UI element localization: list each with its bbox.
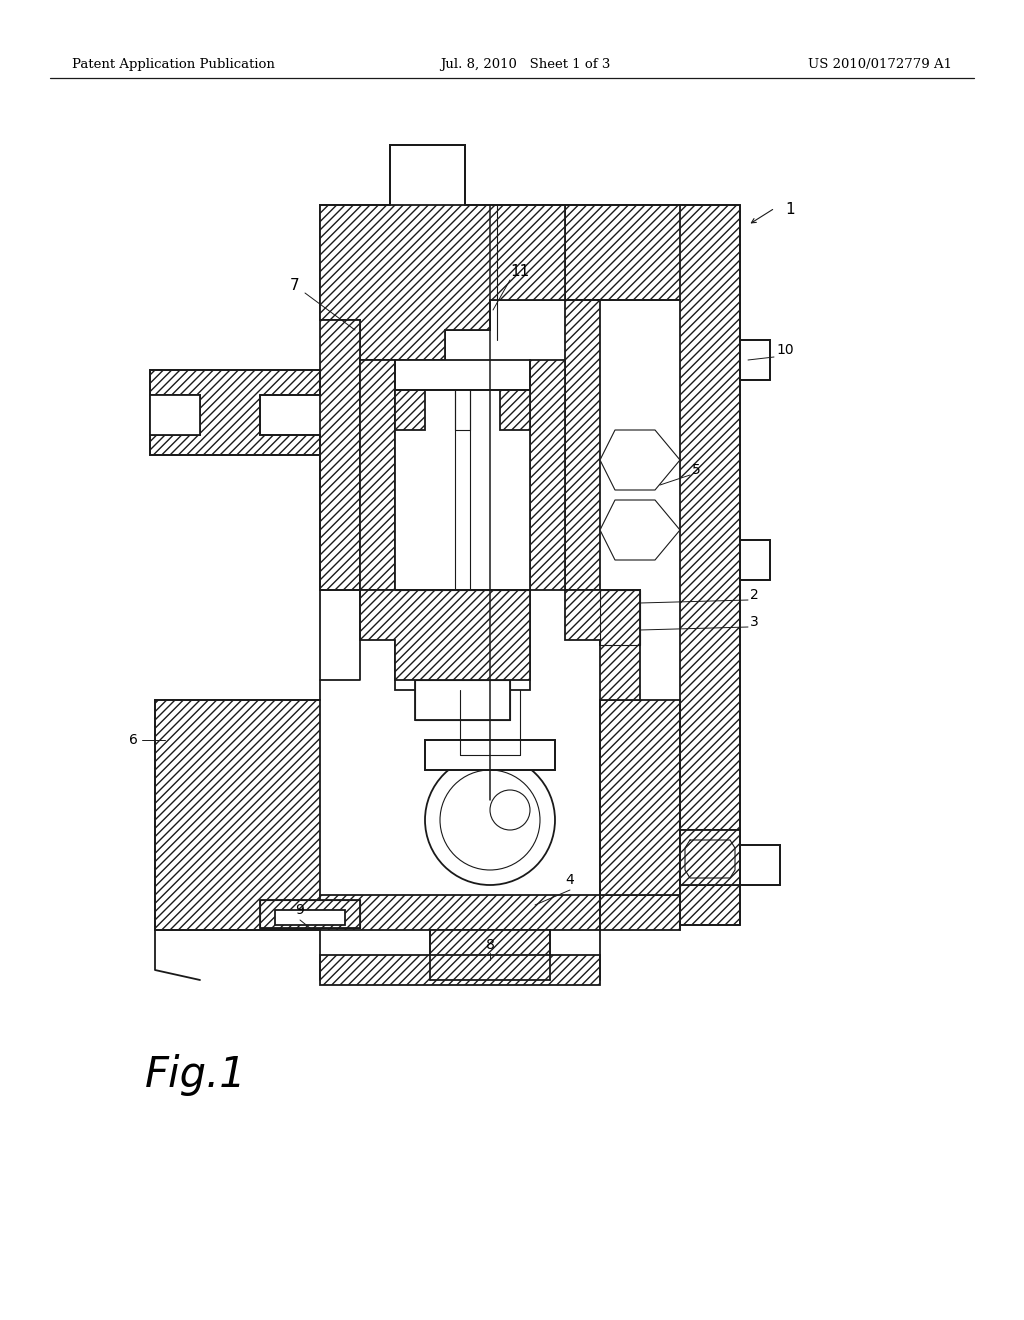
Bar <box>275 909 345 925</box>
Polygon shape <box>565 205 700 300</box>
Bar <box>740 845 780 884</box>
Bar <box>260 900 360 928</box>
Bar <box>680 830 740 884</box>
Text: Patent Application Publication: Patent Application Publication <box>72 58 274 71</box>
Bar <box>500 389 530 430</box>
Polygon shape <box>600 430 680 490</box>
Polygon shape <box>680 830 740 884</box>
Polygon shape <box>565 590 640 700</box>
Text: 4: 4 <box>565 873 574 887</box>
Text: 2: 2 <box>750 587 759 602</box>
Bar <box>395 389 425 430</box>
Polygon shape <box>319 205 700 360</box>
Text: 6: 6 <box>129 733 138 747</box>
Text: 9: 9 <box>296 903 304 917</box>
Bar <box>430 931 550 979</box>
Bar <box>425 741 555 770</box>
Text: 7: 7 <box>290 277 300 293</box>
Polygon shape <box>360 360 395 590</box>
Polygon shape <box>150 395 200 436</box>
Bar <box>395 590 530 690</box>
Bar <box>740 540 770 579</box>
Bar <box>680 205 740 925</box>
Bar <box>319 954 600 985</box>
Text: 11: 11 <box>510 264 529 280</box>
Polygon shape <box>530 360 565 590</box>
Bar <box>390 145 465 205</box>
Polygon shape <box>319 895 600 931</box>
Polygon shape <box>155 700 319 931</box>
Bar <box>740 341 770 380</box>
Text: US 2010/0172779 A1: US 2010/0172779 A1 <box>808 58 952 71</box>
Bar <box>415 680 510 719</box>
Polygon shape <box>360 590 530 680</box>
Text: Jul. 8, 2010   Sheet 1 of 3: Jul. 8, 2010 Sheet 1 of 3 <box>440 58 610 71</box>
Polygon shape <box>319 145 565 360</box>
Text: 10: 10 <box>776 343 794 356</box>
Bar <box>395 360 530 389</box>
Polygon shape <box>150 395 200 436</box>
Polygon shape <box>600 895 680 931</box>
Text: 3: 3 <box>750 615 759 630</box>
Text: Fig.1: Fig.1 <box>145 1053 247 1096</box>
Text: 1: 1 <box>785 202 795 218</box>
Polygon shape <box>565 300 600 590</box>
Polygon shape <box>600 500 680 560</box>
Polygon shape <box>150 370 319 455</box>
Text: 8: 8 <box>485 939 495 952</box>
Bar <box>600 590 640 615</box>
Text: 5: 5 <box>692 463 700 477</box>
Polygon shape <box>600 700 680 895</box>
Bar <box>395 389 530 590</box>
Bar <box>600 620 640 645</box>
Polygon shape <box>390 145 465 205</box>
Polygon shape <box>319 319 360 590</box>
